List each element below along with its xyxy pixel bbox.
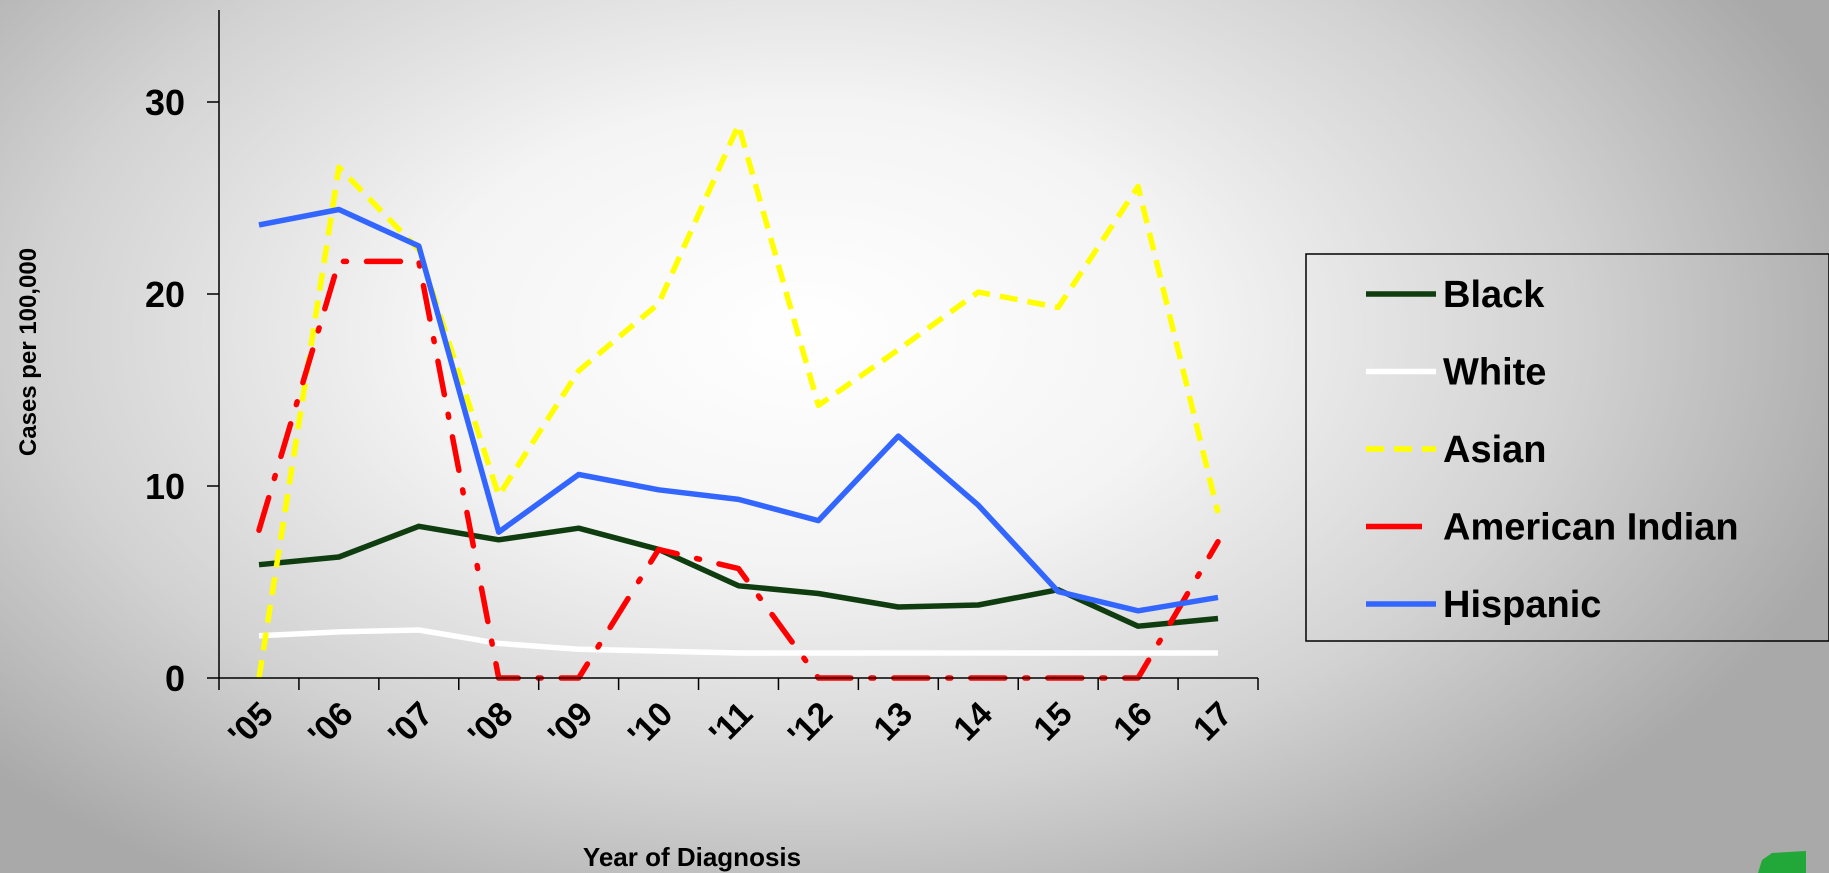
x-tick-label: '10 [621, 695, 680, 754]
x-tick-label: '12 [781, 695, 840, 754]
y-axis-title: Cases per 100,000 [15, 248, 42, 456]
x-tick-label: 13 [866, 695, 920, 749]
logo-icon [1758, 851, 1806, 873]
x-tick-label: '11 [702, 695, 760, 753]
y-tick-label: 0 [165, 658, 185, 699]
legend-label: Black [1443, 274, 1545, 316]
series-line-american-indian [256, 258, 1221, 681]
y-tick-label: 30 [145, 82, 185, 123]
series-lines [256, 122, 1221, 681]
x-tick-label: '08 [461, 695, 520, 754]
axes: 0 10 20 30 '05 '06 '07 '08 '09 '10 '11 '12 13 14 15 16 1… [145, 10, 1259, 754]
series-line-white [258, 627, 1218, 656]
x-tick-label: '09 [541, 695, 600, 754]
x-tick-label: 14 [946, 695, 1000, 749]
series-line-black [258, 523, 1219, 629]
legend-label: Asian [1443, 429, 1546, 471]
x-axis-title: Year of Diagnosis [583, 842, 801, 872]
x-tick-label: '07 [381, 695, 440, 754]
legend-label: American Indian [1443, 507, 1739, 549]
y-tick-label: 20 [145, 274, 185, 315]
legend-label: White [1443, 352, 1546, 394]
legend: Black White Asian American Indian Hispanic [1305, 253, 1829, 642]
x-tick-label: 15 [1026, 695, 1080, 749]
legend-label: Hispanic [1443, 584, 1601, 626]
series-line-hispanic [258, 206, 1219, 614]
x-tick-label: '05 [221, 695, 280, 754]
y-tick-label: 10 [145, 466, 185, 507]
x-tick-label: '06 [301, 695, 360, 754]
legend-box [1305, 253, 1829, 642]
x-tick-label: 16 [1106, 695, 1160, 749]
x-tick-label: 17 [1186, 695, 1240, 749]
